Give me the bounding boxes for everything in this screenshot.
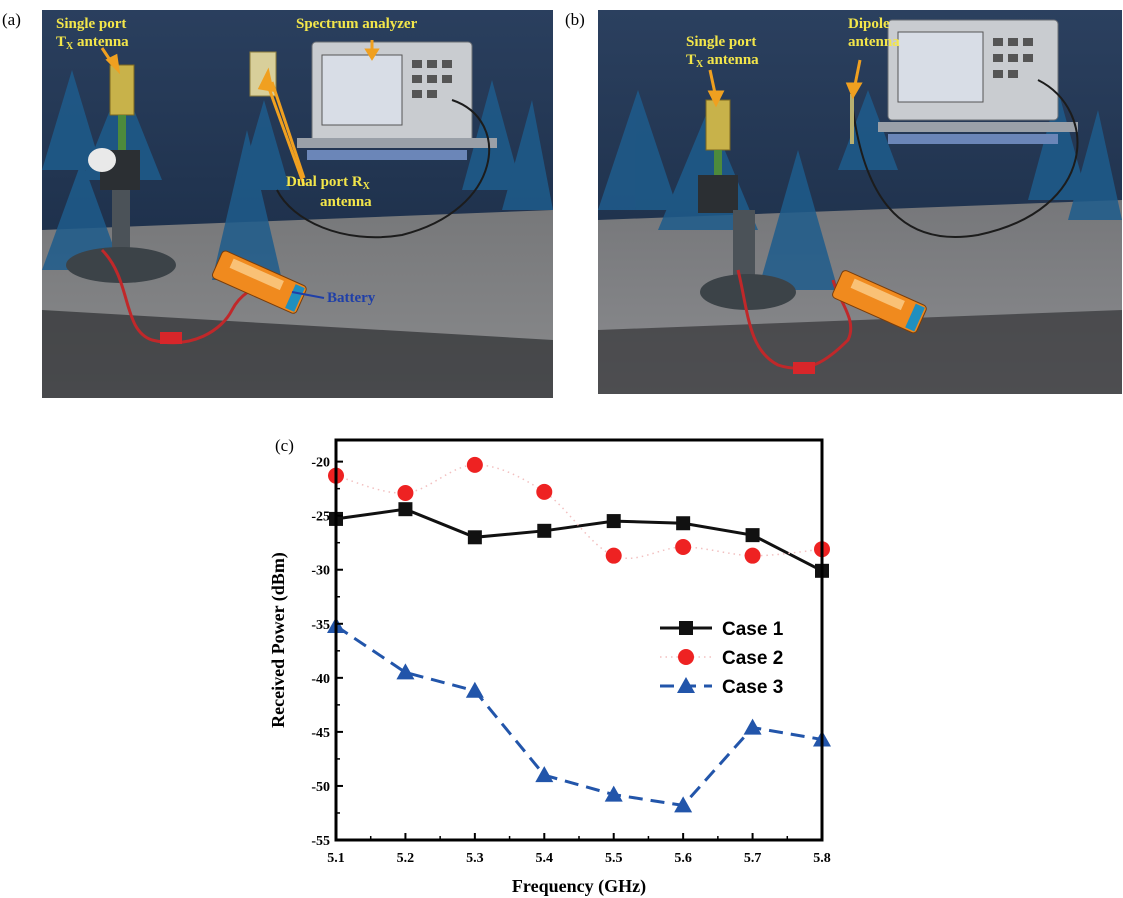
dipole-antenna-rod bbox=[850, 94, 854, 144]
data-point-case1 bbox=[537, 523, 552, 538]
data-point-case2 bbox=[744, 547, 761, 564]
y-tick-label: -45 bbox=[311, 726, 330, 741]
panel-label-a: (a) bbox=[2, 10, 21, 29]
annotation-dipole-line1: Dipole bbox=[848, 16, 890, 32]
photo-panel-b: Single port TX antenna Dipole antenna bbox=[598, 10, 1122, 394]
x-tick-label: 5.7 bbox=[744, 851, 762, 866]
annotation-rx-antenna-line1: Dual port RX bbox=[286, 174, 371, 192]
tx-antenna-mast-b bbox=[698, 99, 796, 310]
data-point-case2 bbox=[675, 539, 692, 556]
x-tick-label: 5.1 bbox=[327, 851, 345, 866]
data-point-case1 bbox=[398, 502, 413, 517]
legend-marker bbox=[679, 621, 693, 635]
legend-label: Case 1 bbox=[722, 619, 784, 640]
spectrum-analyzer-device-b bbox=[878, 19, 1078, 144]
annotation-spectrum-analyzer: Spectrum analyzer bbox=[296, 16, 418, 32]
data-point-case2 bbox=[605, 547, 622, 564]
data-point-case2 bbox=[466, 456, 483, 473]
data-point-case3 bbox=[465, 681, 484, 698]
legend-label: Case 3 bbox=[722, 677, 783, 698]
y-tick-label: -25 bbox=[311, 510, 330, 525]
tx-antenna-mast bbox=[66, 64, 176, 283]
absorber-cones bbox=[42, 70, 553, 280]
legend-entry-3: Case 3 bbox=[660, 677, 783, 698]
data-point-case3 bbox=[535, 766, 554, 783]
series-3 bbox=[327, 616, 831, 813]
annotation-tx-antenna-a-line1: Single port bbox=[56, 16, 126, 32]
series-layer bbox=[327, 456, 831, 813]
data-point-case3 bbox=[604, 785, 623, 802]
series-1 bbox=[329, 502, 829, 578]
panel-label-c: (c) bbox=[275, 436, 294, 455]
series-line-3 bbox=[335, 624, 823, 808]
legend-marker bbox=[677, 677, 695, 693]
y-tick-label: -20 bbox=[311, 456, 330, 471]
y-tick-label: -35 bbox=[311, 618, 330, 633]
series-line-1 bbox=[335, 507, 823, 573]
y-tick-label: -50 bbox=[311, 780, 330, 795]
data-point-case3 bbox=[674, 796, 693, 813]
annotation-battery: Battery bbox=[327, 290, 376, 306]
annotation-tx-antenna-a-line2: TX antenna bbox=[56, 34, 129, 52]
y-tick-label: -40 bbox=[311, 672, 330, 687]
photo-panel-a: Single port TX antenna Spectrum analyzer… bbox=[42, 10, 553, 398]
data-point-case1 bbox=[745, 528, 760, 543]
x-axis-title: Frequency (GHz) bbox=[512, 876, 646, 897]
annotation-dipole-line2: antenna bbox=[848, 34, 900, 50]
received-power-chart: 5.1 5.2 5.3 5.4 5.5 5.6 5.7 5.8 -20 -25 -30 -35 -40 -… bbox=[268, 438, 831, 897]
x-tick-label: 5.8 bbox=[813, 851, 831, 866]
chart-container: 5.1 5.2 5.3 5.4 5.5 5.6 5.7 5.8 -20 -25 -30 -35 -40 -… bbox=[260, 430, 850, 898]
legend-entry-1: Case 1 bbox=[660, 619, 784, 640]
battery-pack-b bbox=[832, 270, 927, 334]
chamber-scene-a: Single port TX antenna Spectrum analyzer… bbox=[42, 10, 553, 398]
data-point-case1 bbox=[606, 514, 621, 529]
legend: Case 1 Case 2 Case 3 bbox=[660, 619, 784, 698]
annotation-tx-antenna-b-line1: Single port bbox=[686, 34, 756, 50]
annotation-arrows bbox=[100, 40, 380, 186]
annotation-arrows-b bbox=[707, 59, 863, 108]
legend-entry-2: Case 2 bbox=[660, 648, 783, 669]
data-point-case3 bbox=[396, 663, 415, 680]
data-point-case1 bbox=[676, 516, 691, 531]
x-tick-label: 5.3 bbox=[466, 851, 484, 866]
annotation-tx-antenna-b-line2: TX antenna bbox=[686, 52, 759, 70]
battery-pack bbox=[211, 250, 307, 314]
data-point-case2 bbox=[397, 484, 414, 501]
data-point-case2 bbox=[536, 483, 553, 500]
series-2 bbox=[328, 456, 830, 564]
x-tick-label: 5.2 bbox=[397, 851, 415, 866]
data-point-case3 bbox=[743, 718, 762, 735]
x-tick-label: 5.6 bbox=[674, 851, 692, 866]
annotation-rx-antenna-line2: antenna bbox=[320, 194, 372, 210]
axes-layer: 5.1 5.2 5.3 5.4 5.5 5.6 5.7 5.8 -20 -25 -30 -35 -40 -… bbox=[268, 438, 831, 897]
y-tick-label: -30 bbox=[311, 564, 330, 579]
panel-label-b: (b) bbox=[565, 10, 585, 29]
spectrum-analyzer-device bbox=[297, 41, 497, 160]
legend-marker bbox=[678, 649, 694, 665]
legend-label: Case 2 bbox=[722, 648, 783, 669]
battery-pointer bbox=[291, 291, 325, 299]
x-tick-label: 5.5 bbox=[605, 851, 623, 866]
data-point-case1 bbox=[467, 530, 482, 545]
chamber-scene-b: Single port TX antenna Dipole antenna bbox=[598, 10, 1122, 394]
y-tick-label: -55 bbox=[311, 834, 330, 849]
y-axis-title: Received Power (dBm) bbox=[268, 552, 289, 728]
x-tick-label: 5.4 bbox=[536, 851, 554, 866]
